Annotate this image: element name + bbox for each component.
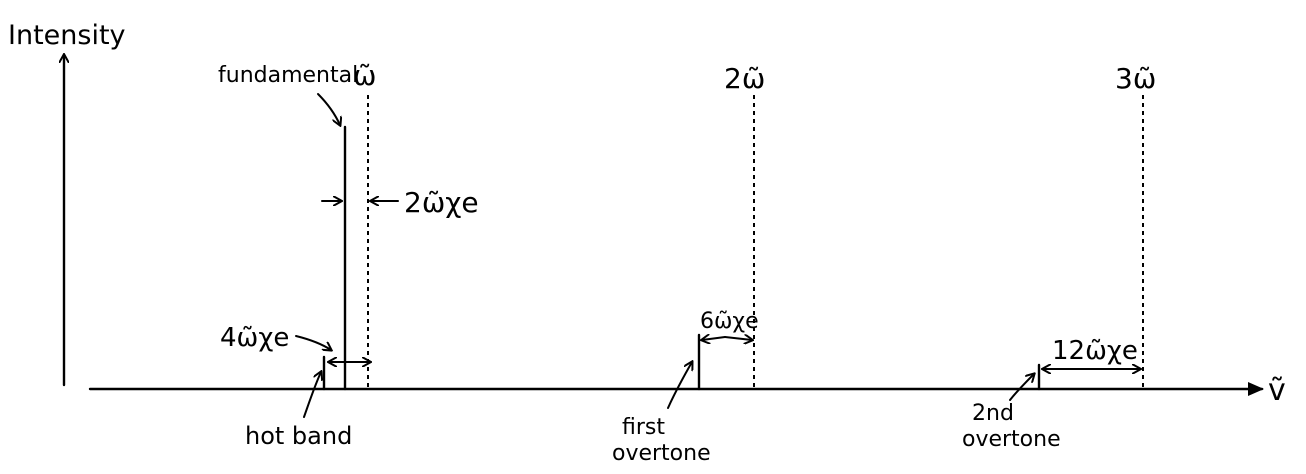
y-axis-label: Intensity [8,20,126,51]
second-overtone-label-line2: overtone [962,427,1061,452]
fundamental-shift-label: 2ω̃χe [404,186,479,219]
second-overtone-arrow [1009,374,1034,401]
hot-band-arrow [303,372,321,418]
hot-band-shift-arrow [295,335,331,350]
second-overtone-shift-label: 12ω̃χe [1052,336,1138,366]
second-overtone-label-line1: 2nd [972,401,1014,426]
first-overtone-label-line2: overtone [612,441,711,466]
first-overtone-span-arrow-right [724,337,752,340]
first-overtone-shift-label: 6ω̃χe [700,309,759,334]
first-overtone-arrow [667,362,692,409]
x-axis-label: ṽ [1268,373,1286,408]
fundamental-arrow [317,93,340,125]
fundamental-label: fundamental [218,63,358,88]
three-omega-label: 3ω̃ [1115,62,1156,95]
hot-band-shift-label: 4ω̃χe [220,323,289,353]
first-overtone-span-arrow-left [702,337,726,340]
two-omega-label: 2ω̃ [724,62,765,95]
first-overtone-label-line1: first [622,415,665,440]
hot-band-label: hot band [245,422,352,450]
omega-label: ω̃ [353,59,376,92]
